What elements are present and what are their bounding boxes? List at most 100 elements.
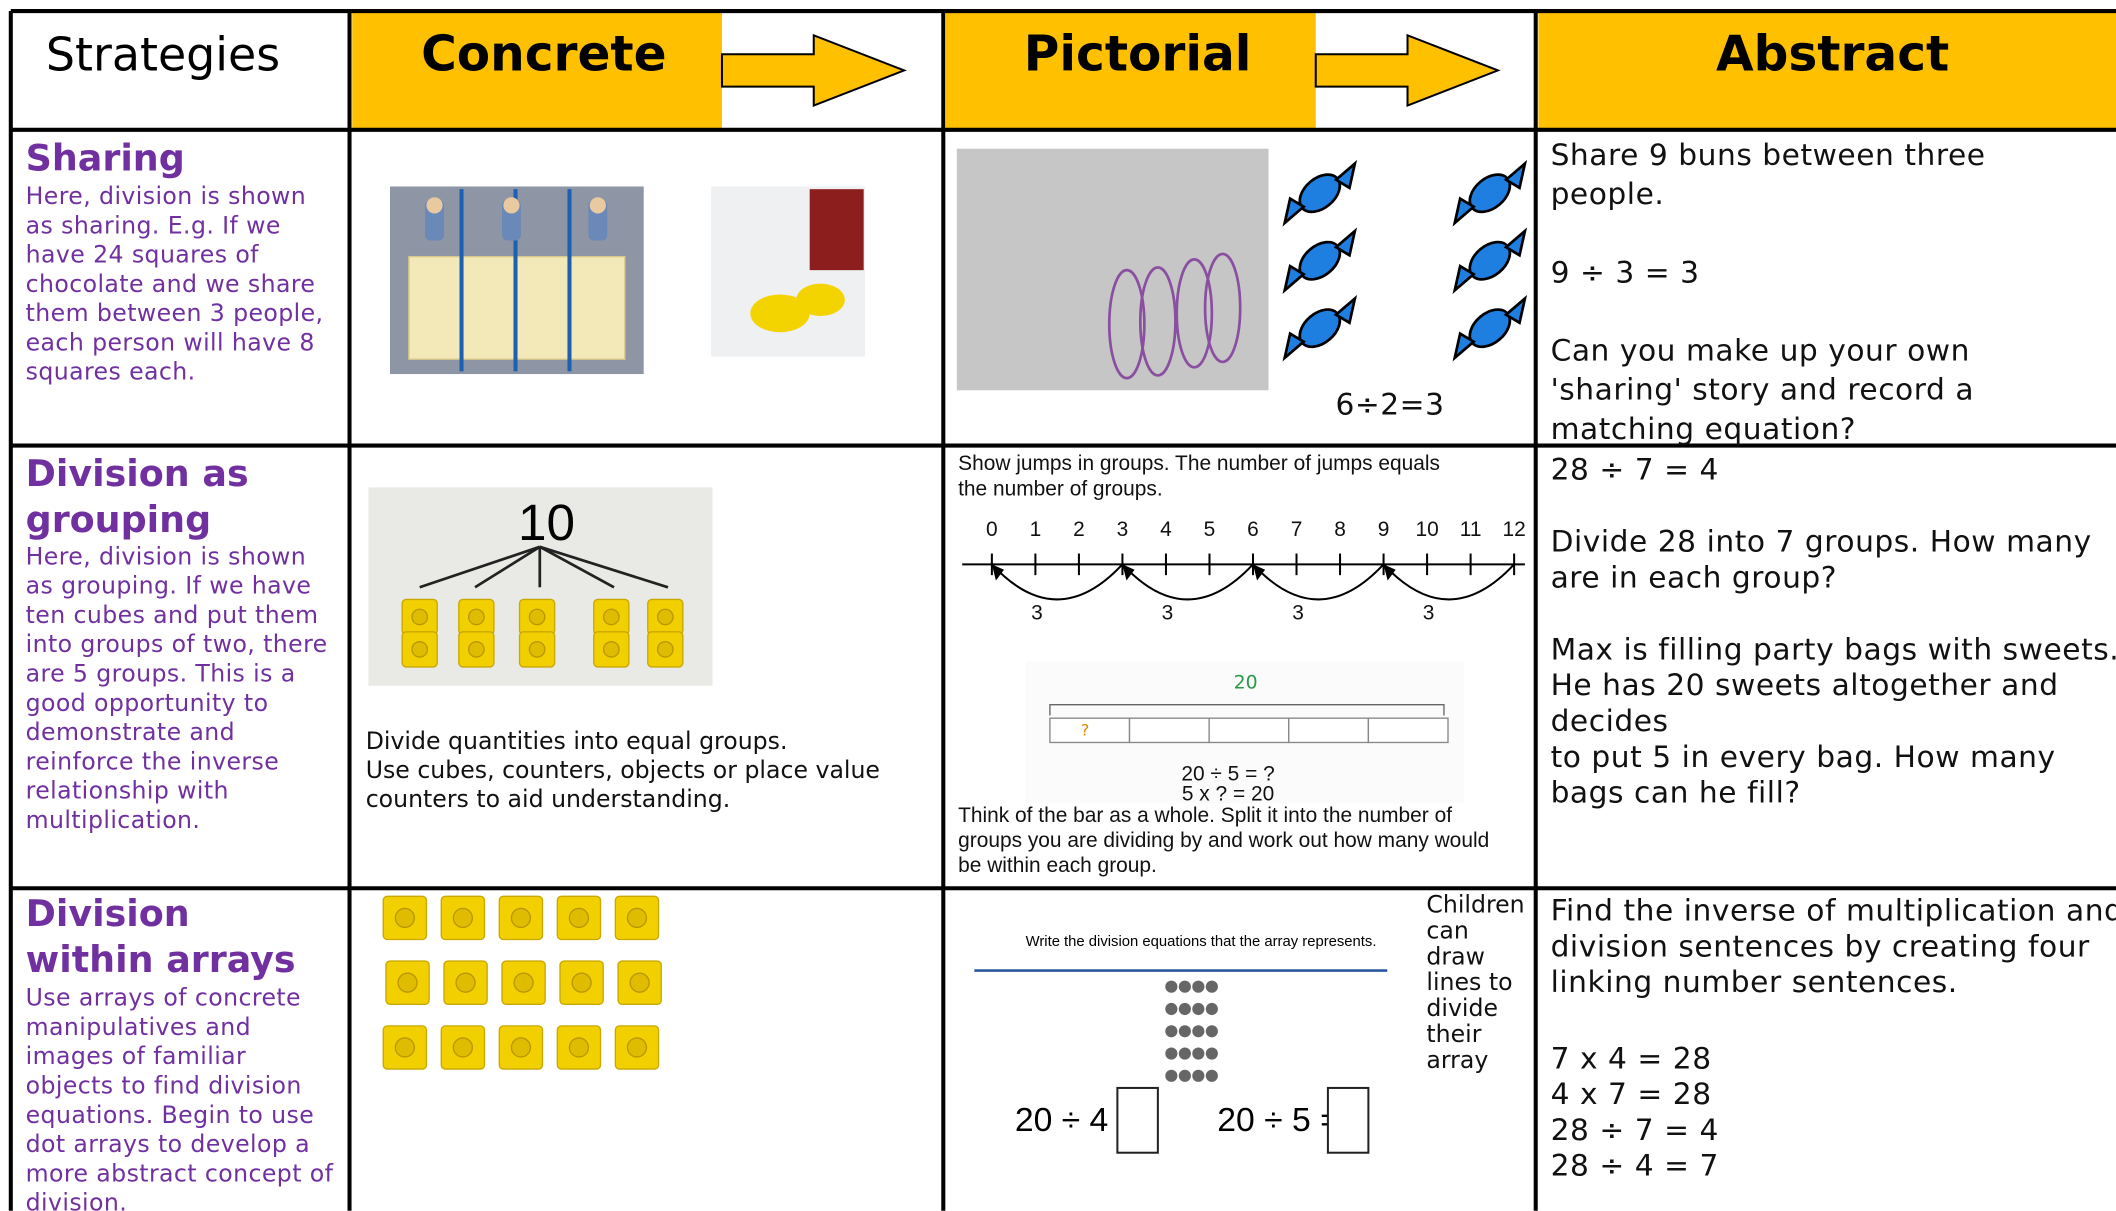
jump-arc (1382, 563, 1515, 601)
array-dot (1205, 1047, 1218, 1060)
cube-stud (626, 1037, 648, 1058)
image-label: 10 (518, 494, 575, 551)
strategy-description: are 5 groups. This is a (26, 659, 296, 687)
pictorial-note: array (1426, 1046, 1488, 1074)
header-fill (945, 12, 1316, 129)
abstract-text: Max is filling party bags with sweets. (1551, 631, 2116, 666)
array-dot (1178, 980, 1191, 993)
number-label: 1 (1030, 518, 1042, 541)
jump-arc (1252, 563, 1385, 601)
figure-head (589, 197, 606, 214)
abstract-text: 28 ÷ 7 = 4 (1551, 451, 1719, 486)
strategy-description: objects to find division (26, 1071, 302, 1099)
number-label: 0 (986, 518, 998, 541)
abstract-text: to put 5 in every bag. How many (1551, 739, 2056, 774)
array-dot (1178, 1047, 1191, 1060)
arrow-line (539, 545, 615, 589)
abstract-text: 28 ÷ 7 = 4 (1551, 1112, 1719, 1147)
number-label: 4 (1160, 518, 1172, 541)
header-strategies: Strategies (46, 27, 280, 81)
abstract-text: people. (1551, 176, 1665, 211)
abstract-text: 28 ÷ 4 = 7 (1551, 1148, 1719, 1183)
sweet-wrap (1333, 227, 1358, 258)
header-pictorial: Pictorial (1024, 26, 1252, 82)
jump-head (1383, 564, 1396, 581)
hand-drawn-group (1203, 252, 1242, 364)
bar-part (1049, 717, 1131, 744)
strategy-description: ten cubes and put them (26, 601, 319, 629)
array-dot (1192, 1069, 1205, 1082)
cube-stud (394, 907, 416, 929)
abstract-text: Share 9 buns between three (1551, 137, 1986, 172)
arrow (720, 33, 907, 107)
bar-equation: 20 ÷ 5 = ? (1181, 762, 1274, 785)
array-dot (1165, 1025, 1178, 1038)
bar-part (1288, 717, 1370, 744)
sweet-wrap (1282, 196, 1306, 227)
strategy-description: have 24 squares of (26, 241, 260, 269)
sweet-wrap (1333, 159, 1358, 190)
cube-stud (568, 1037, 590, 1058)
abstract-text: Find the inverse of multiplication and (1551, 893, 2116, 928)
strategy-description: squares each. (26, 358, 196, 386)
jump-arc (1121, 563, 1254, 601)
answer-box (1326, 1086, 1370, 1154)
pictorial-text: groups you are dividing by and work out … (958, 829, 1489, 852)
pictorial-note: lines to (1426, 968, 1512, 996)
pictorial-caption: 6÷2=3 (1335, 387, 1444, 422)
arrow-line (419, 545, 541, 589)
cube-stud (452, 1037, 474, 1058)
figure-head (503, 197, 520, 214)
number-label: 10 (1415, 518, 1438, 541)
pictorial-note: their (1426, 1020, 1481, 1048)
strategy-description: multiplication. (26, 806, 201, 834)
number-label: 12 (1502, 518, 1525, 541)
abstract-text: 'sharing' story and record a (1551, 372, 1974, 407)
strategy-description: as sharing. E.g. If we (26, 211, 281, 239)
table-grid (8, 9, 2116, 1211)
cube-stud (602, 608, 620, 626)
sweet-wrap (1282, 263, 1306, 295)
jump-head (991, 564, 1005, 581)
sweet-wrap (1503, 159, 1528, 190)
hand-drawn-group (1107, 268, 1146, 380)
strategy-description: dot arrays to develop a (26, 1130, 310, 1158)
arrow-line (474, 545, 541, 589)
strategy-description: chocolate and we share (26, 270, 316, 298)
array-dot (1192, 980, 1205, 993)
array-dot (1165, 1002, 1178, 1016)
abstract-text: are in each group? (1551, 559, 1838, 594)
number-label: 3 (1117, 518, 1129, 541)
abstract-text: decides (1551, 703, 1669, 738)
cube-stud (510, 907, 532, 929)
number-label: 9 (1378, 518, 1390, 541)
header-abstract: Abstract (1716, 26, 1949, 82)
strategy-title: grouping (26, 498, 212, 541)
cube-stud (452, 907, 474, 929)
abstract-text: bags can he fill? (1551, 775, 1801, 810)
abstract-text: Divide 28 into 7 groups. How many (1551, 524, 2092, 559)
array-dot (1205, 1069, 1218, 1082)
pictorial-note: draw (1426, 942, 1484, 970)
pictorial-text: the number of groups. (958, 478, 1163, 501)
strategy-description: manipulatives and (26, 1013, 251, 1041)
abstract-text: He has 20 sweets altogether and (1551, 667, 2059, 702)
header-concrete: Concrete (421, 26, 666, 82)
strategy-title: Sharing (26, 136, 185, 179)
cube-stud (397, 972, 418, 993)
hand-drawn-group (1175, 258, 1214, 369)
hand-drawn-group (1138, 266, 1177, 377)
jump-label: 3 (1162, 602, 1174, 625)
strategy-title: Division as (26, 452, 249, 495)
concrete-text: Divide quantities into equal groups. (366, 727, 788, 755)
sweet-wrap (1452, 331, 1476, 362)
bar-part (1208, 717, 1290, 744)
concrete-text: Use cubes, counters, objects or place va… (366, 756, 880, 784)
abstract-text: linking number sentences. (1551, 964, 1958, 999)
array-dot (1165, 980, 1178, 993)
strategy-description: division. (26, 1189, 128, 1211)
pictorial-note: divide (1426, 994, 1498, 1022)
abstract-text: Can you make up your own (1551, 333, 1970, 368)
strategy-description: Here, division is shown (26, 182, 307, 210)
